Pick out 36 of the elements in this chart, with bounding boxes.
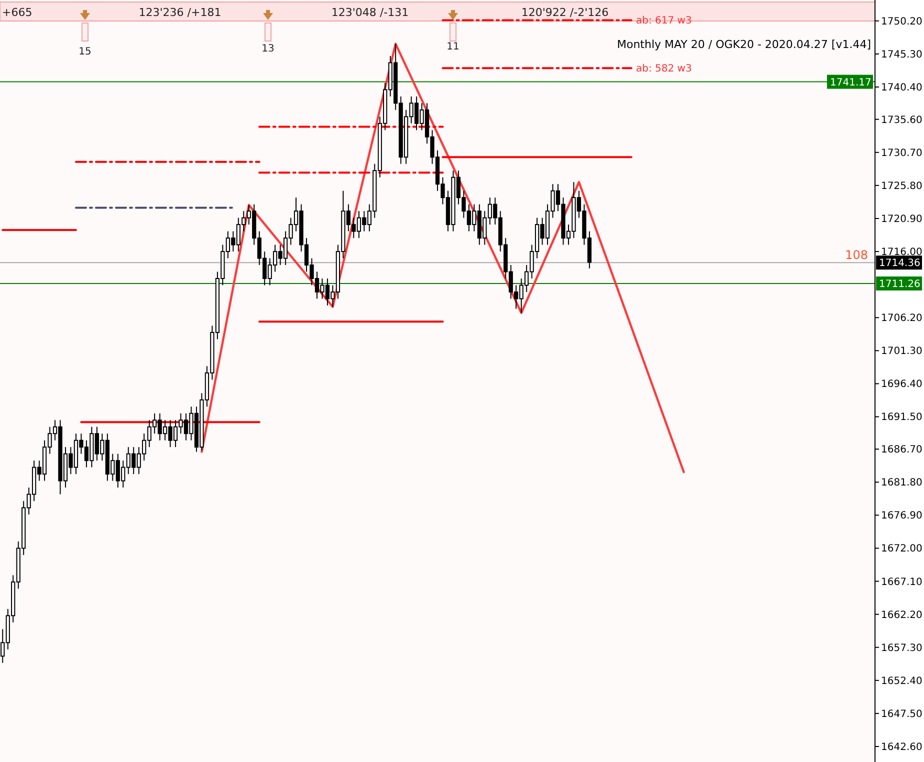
annotation: 123'048 /-131 <box>331 6 409 19</box>
y-tick-label: 1642.60 <box>881 742 922 753</box>
y-tick-label: 1750.20 <box>881 16 922 28</box>
y-tick-label: 1681.80 <box>881 478 922 489</box>
y-tick-label: 1735.60 <box>881 114 922 126</box>
annotation: +665 <box>2 6 32 19</box>
y-tick-label: 1701.30 <box>881 346 922 358</box>
y-tick-label: 1706.20 <box>881 313 922 324</box>
y-tick-label: 1657.30 <box>881 642 922 654</box>
y-tick-label: 1716.00 <box>881 247 922 258</box>
y-tick-label: 1740.40 <box>881 82 922 94</box>
y-tick-label: 1696.40 <box>881 379 922 390</box>
y-tick-label: 1691.50 <box>881 412 922 424</box>
annotation: 120'922 /-2'126 <box>521 6 609 19</box>
annotation: 15 <box>78 46 92 58</box>
annotation: 108 <box>845 248 868 262</box>
annotation: 11 <box>446 42 460 52</box>
y-tick-label: 1745.30 <box>881 49 922 60</box>
y-tick-label: 1686.70 <box>881 444 922 456</box>
annotation: ab: 582 w3 <box>636 64 692 74</box>
ref-line-label: 1714.36 <box>879 258 920 270</box>
y-tick-label: 1720.90 <box>881 214 922 225</box>
text: Monthly MAY 20 / OGK20 - 2020.04.27 [v1.44] <box>616 38 871 51</box>
annotation: 13 <box>262 44 274 54</box>
y-tick-label: 1652.40 <box>881 676 922 687</box>
ref-line-label: 1741.17 <box>830 77 872 88</box>
annotation: 123'236 /+181 <box>138 6 222 19</box>
y-tick-label: 1667.10 <box>881 576 922 588</box>
ref-line-label: 1711.26 <box>879 278 920 290</box>
y-tick-label: 1662.20 <box>881 610 922 621</box>
annotation: ab: 617 w3 <box>636 16 692 26</box>
y-tick-label: 1730.70 <box>881 148 922 159</box>
y-tick-label: 1672.00 <box>881 544 922 555</box>
y-tick-label: 1647.50 <box>881 708 922 720</box>
y-tick-label: 1676.90 <box>881 510 922 522</box>
y-tick-label: 1725.80 <box>881 180 922 192</box>
